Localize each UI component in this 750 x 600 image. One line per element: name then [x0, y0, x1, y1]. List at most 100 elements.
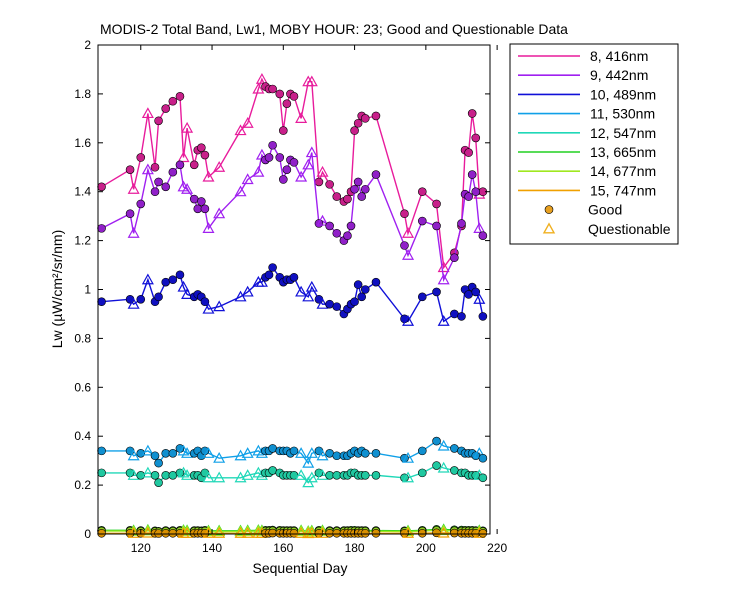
- data-point-questionable: [141, 526, 154, 538]
- data-point-questionable: [437, 526, 450, 538]
- data-point-good: [150, 471, 160, 480]
- data-point-questionable: [127, 469, 140, 480]
- data-point-good: [161, 471, 171, 480]
- data-point-good: [478, 312, 488, 321]
- data-point-questionable: [181, 288, 194, 299]
- legend-label: 8, 416nm: [590, 48, 648, 64]
- data-point-good: [97, 297, 106, 307]
- data-point-good: [371, 111, 381, 121]
- data-point-questionable: [402, 527, 415, 538]
- data-point-questionable: [234, 124, 247, 136]
- data-point-good: [325, 528, 334, 538]
- chart-title: MODIS-2 Total Band, Lw1, MOBY HOUR: 23; …: [100, 21, 568, 37]
- data-point-questionable: [437, 461, 450, 473]
- data-point-questionable: [437, 524, 450, 536]
- data-point-questionable: [295, 469, 308, 480]
- data-point-good: [289, 92, 299, 101]
- data-point-questionable: [241, 527, 254, 538]
- series-group: [97, 461, 488, 488]
- legend-label: 14, 677nm: [590, 163, 656, 179]
- x-tick-label: 160: [273, 541, 293, 555]
- data-point-questionable: [241, 173, 254, 185]
- data-point-good: [200, 468, 210, 478]
- data-point-good: [353, 118, 363, 128]
- series-group: [97, 526, 488, 539]
- data-point-questionable: [255, 275, 268, 287]
- data-point-good: [332, 471, 342, 480]
- data-point-questionable: [213, 300, 226, 312]
- data-point-good: [325, 299, 334, 309]
- data-point-good: [357, 292, 367, 302]
- data-point-good: [346, 221, 356, 231]
- data-point-questionable: [213, 525, 226, 537]
- data-point-good: [332, 302, 342, 311]
- data-point-good: [175, 270, 185, 280]
- legend-label: 9, 442nm: [590, 67, 648, 83]
- data-point-good: [189, 160, 199, 170]
- data-point-questionable: [181, 527, 194, 538]
- data-point-good: [450, 466, 459, 475]
- data-point-good: [432, 287, 441, 297]
- data-point-good: [289, 272, 299, 282]
- data-point-good: [136, 153, 146, 162]
- data-point-good: [161, 449, 171, 458]
- data-point-good: [400, 241, 409, 250]
- data-point-questionable: [127, 527, 140, 538]
- data-point-good: [275, 153, 285, 162]
- data-point-questionable: [213, 207, 226, 219]
- data-point-good: [97, 224, 106, 233]
- data-point-good: [268, 466, 277, 475]
- data-point-good: [275, 89, 285, 99]
- data-point-questionable: [141, 444, 154, 456]
- data-point-good: [467, 109, 477, 118]
- data-point-good: [417, 187, 427, 196]
- data-point-good: [467, 170, 477, 179]
- data-point-questionable: [202, 170, 215, 182]
- data-point-good: [97, 446, 106, 456]
- data-point-good: [136, 199, 146, 209]
- data-point-questionable: [295, 285, 308, 297]
- data-point-questionable: [213, 161, 226, 172]
- x-tick-label: 180: [345, 541, 365, 555]
- y-tick-label: 1.8: [74, 87, 91, 101]
- data-point-good: [97, 468, 106, 478]
- data-point-good: [432, 221, 441, 231]
- data-point-good: [360, 285, 370, 294]
- data-point-good: [150, 451, 160, 461]
- data-point-questionable: [437, 273, 450, 285]
- data-point-questionable: [181, 183, 194, 194]
- data-point-good: [450, 253, 459, 263]
- data-point-questionable: [295, 447, 308, 458]
- y-tick-label: 0.4: [74, 429, 91, 443]
- data-point-questionable: [305, 280, 318, 292]
- data-point-questionable: [316, 165, 329, 177]
- data-point-questionable: [202, 302, 215, 314]
- data-point-questionable: [202, 527, 215, 538]
- data-point-good: [314, 177, 324, 187]
- data-point-good: [175, 92, 185, 101]
- data-point-questionable: [316, 297, 329, 309]
- data-point-good: [168, 275, 178, 285]
- data-point-good: [350, 184, 359, 194]
- data-point-good: [125, 209, 135, 219]
- data-point-good: [450, 444, 459, 453]
- y-axis: 0 0.2 0.4 0.6 0.8 1 1.2 1.4 1.6 1.8 2: [74, 38, 490, 541]
- data-point-good: [325, 449, 334, 458]
- data-point-questionable: [402, 315, 415, 326]
- data-point-questionable: [255, 72, 268, 84]
- data-point-good: [289, 158, 299, 167]
- data-point-good: [417, 468, 427, 478]
- data-point-good: [168, 449, 178, 458]
- data-point-good: [150, 162, 160, 172]
- legend: 8, 416nm 9, 442nm 10, 489nm 11, 530nm 12, 54…: [509, 43, 679, 245]
- data-point-good: [279, 126, 288, 135]
- data-point-questionable: [181, 121, 194, 133]
- y-tick-label: 1.6: [74, 136, 91, 150]
- data-point-good: [168, 167, 178, 177]
- y-tick-label: 1: [84, 283, 91, 297]
- data-point-questionable: [316, 214, 329, 226]
- data-point-good: [471, 133, 481, 143]
- data-point-good: [264, 153, 274, 162]
- data-point-good: [432, 461, 441, 470]
